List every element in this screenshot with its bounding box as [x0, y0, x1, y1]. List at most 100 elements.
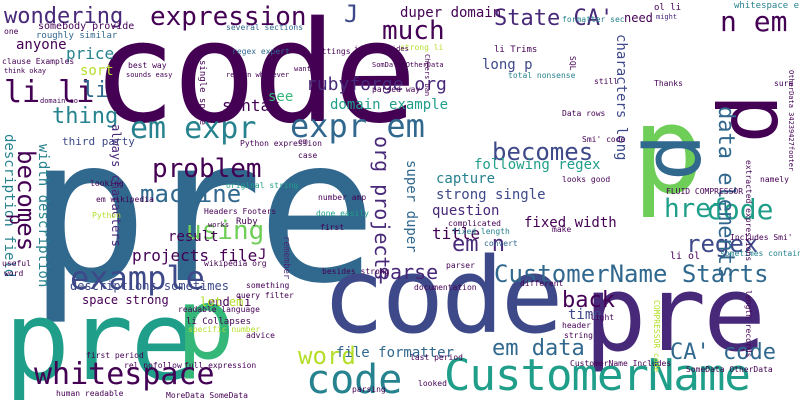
word: namely: [760, 175, 789, 184]
word: parsed way: [372, 85, 421, 94]
word: word: [4, 269, 24, 278]
word: question: [432, 203, 500, 219]
word: p: [638, 134, 728, 181]
word: CustomerName: [444, 350, 751, 400]
word: extracted expressions: [744, 160, 753, 262]
word: domain co: [40, 97, 78, 105]
word: length records: [744, 290, 753, 358]
word: human readable: [56, 389, 124, 398]
word: MoreData SomeData: [166, 391, 248, 400]
word: roughly similar: [36, 31, 118, 41]
word: ol li: [654, 3, 682, 13]
word: em wikipedia: [96, 195, 154, 204]
word: light: [590, 313, 615, 322]
word: pre: [4, 277, 197, 400]
word: space strong: [82, 293, 169, 307]
word: pre: [28, 95, 377, 328]
word: whitespace e: [734, 1, 800, 11]
word: want: [294, 65, 311, 73]
word: width description: [35, 144, 51, 288]
word: complicated: [448, 219, 501, 228]
word: descriptions sometimes: [70, 279, 229, 293]
word: back: [562, 288, 615, 313]
word: end li: [208, 295, 252, 309]
word: best way: [128, 61, 167, 70]
word: case: [298, 151, 318, 160]
word: duper domain: [400, 5, 502, 21]
word: pre: [584, 253, 766, 375]
word: one: [4, 27, 19, 36]
word: domain example: [330, 97, 449, 113]
word: looks good: [562, 175, 611, 184]
word: Data rows: [562, 109, 606, 118]
word: long p: [482, 57, 533, 73]
word: description field: [1, 134, 17, 278]
word: href: [664, 194, 727, 224]
word: machine: [140, 180, 242, 208]
word: anyone: [16, 37, 67, 53]
word: clause Examples: [2, 57, 75, 66]
word: documentation: [414, 283, 477, 292]
word: useful: [2, 259, 31, 268]
word: li ol: [670, 251, 701, 262]
word: different: [520, 279, 564, 288]
word: title: [432, 224, 481, 243]
word: org projects: [370, 136, 394, 281]
word: besides strong: [322, 267, 390, 276]
word: convert: [484, 239, 518, 248]
word: header: [562, 321, 591, 330]
word: single space: [197, 60, 207, 126]
word: ideas besides: [354, 45, 409, 53]
word: State CA': [494, 6, 614, 31]
word: p: [5, 214, 26, 225]
word: CA' code: [670, 340, 776, 365]
word: thing: [52, 104, 119, 129]
word: J: [344, 0, 359, 28]
word: Includes Smi': [730, 233, 793, 242]
word: original string: [226, 181, 299, 190]
word: COMPRESSOR code: [652, 300, 661, 373]
word: see: [268, 89, 294, 105]
word: J: [258, 247, 267, 263]
word: wikipedia org: [204, 259, 267, 268]
word: settings: [312, 47, 351, 56]
word: capture: [436, 171, 496, 187]
word: specific number: [188, 325, 261, 334]
word: string: [564, 331, 593, 340]
word: looked: [418, 379, 447, 388]
word: formatter sec: [562, 15, 625, 24]
word: file formatter: [336, 345, 455, 361]
word: SomeData OtherData: [686, 365, 773, 374]
word: done easily: [316, 209, 369, 218]
word: fixed length: [452, 227, 510, 236]
word: em: [298, 137, 308, 146]
word: result: [168, 229, 219, 245]
word: last period: [410, 353, 463, 362]
word: think okay: [4, 67, 47, 75]
word: whitespace: [34, 357, 215, 392]
word: p: [176, 268, 236, 382]
word: price: [66, 44, 115, 63]
word: looking: [90, 179, 124, 188]
word: rubyforge org: [306, 74, 447, 95]
word: code: [322, 235, 563, 357]
word: li Collapses: [186, 317, 252, 327]
word: full expression: [184, 361, 257, 370]
word: em expr: [130, 111, 257, 146]
word: CustomerName Starts: [494, 260, 769, 288]
word: em data: [492, 336, 585, 361]
word: syntax: [222, 96, 280, 115]
word: following regex: [474, 157, 601, 173]
word: n em: [720, 5, 788, 38]
word: advice: [246, 331, 275, 340]
word: first: [320, 223, 345, 232]
word: expression: [150, 2, 307, 32]
word: might: [656, 13, 678, 21]
word: super duper: [403, 160, 419, 253]
word: code: [306, 357, 403, 400]
word: code: [92, 0, 417, 155]
word: number amp: [318, 193, 367, 202]
word: need: [624, 11, 653, 25]
word: Python expression: [240, 139, 322, 148]
word: rel nofollow: [124, 361, 182, 370]
